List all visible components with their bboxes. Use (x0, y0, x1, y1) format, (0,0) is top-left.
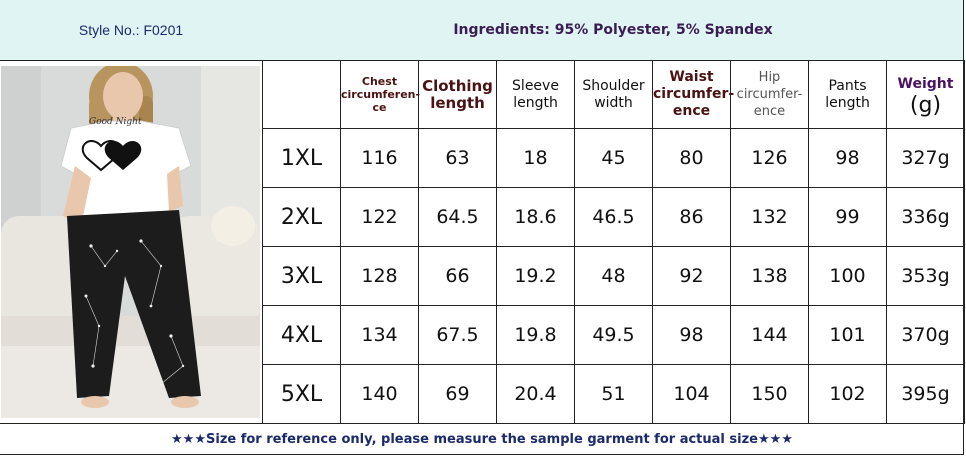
table-cell: 102 (808, 364, 887, 424)
table-cell: 370g (886, 305, 965, 365)
table-cell: 134 (340, 305, 419, 365)
table-cell: 327g (886, 128, 965, 188)
table-cell: 46.5 (574, 187, 653, 247)
size-disclaimer: ★★★Size for reference only, please measu… (0, 423, 964, 455)
table-cell: 66 (418, 246, 497, 306)
header-clothing-length: Clothing length (418, 60, 497, 129)
table-cell: 92 (652, 246, 731, 306)
table-cell: 116 (340, 128, 419, 188)
table-cell: 101 (808, 305, 887, 365)
table-cell: 86 (652, 187, 731, 247)
svg-text:Good Night: Good Night (89, 117, 142, 127)
table-cell: 19.8 (496, 305, 575, 365)
table-cell: 104 (652, 364, 731, 424)
table-cell: 80 (652, 128, 731, 188)
table-cell: 353g (886, 246, 965, 306)
table-cell: 45 (574, 128, 653, 188)
product-photo: Good Night (1, 66, 260, 418)
table-cell: 69 (418, 364, 497, 424)
table-cell: 18 (496, 128, 575, 188)
table-row: 4XL 134 67.5 19.8 49.5 98 144 101 370g (262, 305, 965, 365)
table-cell: 48 (574, 246, 653, 306)
header-shoulder-width: Shoulder width (574, 60, 653, 129)
size-cell: 1XL (262, 128, 341, 188)
table-cell: 20.4 (496, 364, 575, 424)
header-waist: Waist circumfer-ence (652, 60, 734, 129)
table-row: 2XL 122 64.5 18.6 46.5 86 132 99 336g (262, 187, 965, 247)
table-cell: 336g (886, 187, 965, 247)
table-cell: 122 (340, 187, 419, 247)
header-sleeve-length: Sleeve length (496, 60, 575, 129)
table-cell: 126 (730, 128, 809, 188)
header-chest: Chest circumferen-ce (340, 60, 420, 129)
header-pants-length: Pants length (808, 60, 887, 129)
weight-label: Weight (897, 75, 954, 92)
table-cell: 144 (730, 305, 809, 365)
table-row: 5XL 140 69 20.4 51 104 150 102 395g (262, 364, 965, 424)
header-weight: Weight (g) (886, 60, 965, 129)
table-cell: 63 (418, 128, 497, 188)
table-cell: 132 (730, 187, 809, 247)
header-hip: Hip circumfer-ence (730, 60, 809, 129)
table-cell: 64.5 (418, 187, 497, 247)
table-cell: 100 (808, 246, 887, 306)
table-cell: 150 (730, 364, 809, 424)
header-size (262, 60, 341, 129)
table-cell: 98 (652, 305, 731, 365)
table-cell: 18.6 (496, 187, 575, 247)
table-cell: 140 (340, 364, 419, 424)
table-cell: 98 (808, 128, 887, 188)
table-row: 3XL 128 66 19.2 48 92 138 100 353g (262, 246, 965, 306)
table-cell: 67.5 (418, 305, 497, 365)
ingredients-label: Ingredients: 95% Polyester, 5% Spandex (262, 0, 964, 61)
table-cell: 99 (808, 187, 887, 247)
size-cell: 4XL (262, 305, 341, 365)
table-cell: 51 (574, 364, 653, 424)
table-cell: 19.2 (496, 246, 575, 306)
table-cell: 138 (730, 246, 809, 306)
style-number: Style No.: F0201 (0, 0, 263, 61)
right-border (963, 0, 964, 454)
table-cell: 128 (340, 246, 419, 306)
table-header-row: Chest circumferen-ce Clothing length Sle… (262, 60, 965, 129)
size-table: Chest circumferen-ce Clothing length Sle… (262, 60, 965, 424)
table-row: 1XL 116 63 18 45 80 126 98 327g (262, 128, 965, 188)
table-cell: 49.5 (574, 305, 653, 365)
size-cell: 3XL (262, 246, 341, 306)
weight-unit: (g) (909, 92, 942, 118)
size-cell: 5XL (262, 364, 341, 424)
table-cell: 395g (886, 364, 965, 424)
size-cell: 2XL (262, 187, 341, 247)
